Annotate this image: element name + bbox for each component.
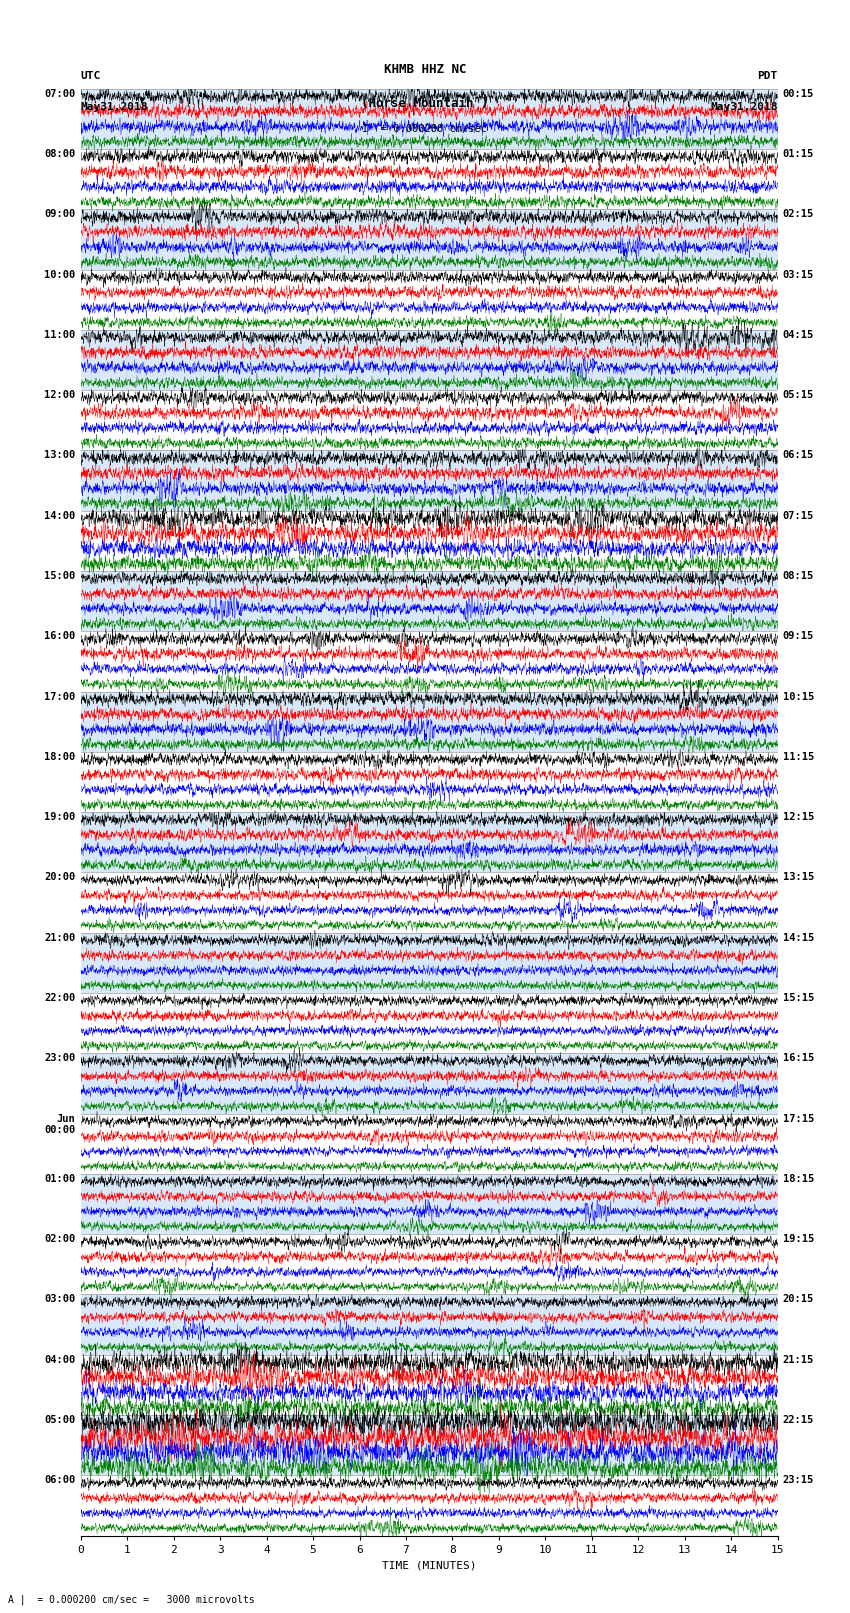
Text: 02:00: 02:00 xyxy=(44,1234,75,1244)
Text: 04:00: 04:00 xyxy=(44,1355,75,1365)
Text: 15:15: 15:15 xyxy=(783,994,814,1003)
Bar xyxy=(81,932,778,994)
Text: 14:15: 14:15 xyxy=(783,932,814,942)
Text: 12:15: 12:15 xyxy=(783,813,814,823)
Text: May31,2018: May31,2018 xyxy=(81,102,148,111)
Text: 09:15: 09:15 xyxy=(783,631,814,642)
Bar xyxy=(81,390,778,450)
Text: 08:15: 08:15 xyxy=(783,571,814,581)
Text: 16:00: 16:00 xyxy=(44,631,75,642)
Text: 01:00: 01:00 xyxy=(44,1174,75,1184)
Text: 19:00: 19:00 xyxy=(44,813,75,823)
Text: 15:00: 15:00 xyxy=(44,571,75,581)
Bar xyxy=(81,571,778,631)
Text: 17:00: 17:00 xyxy=(44,692,75,702)
Bar xyxy=(81,813,778,873)
Bar xyxy=(81,1113,778,1174)
Text: 04:15: 04:15 xyxy=(783,331,814,340)
Bar xyxy=(81,692,778,752)
Text: PDT: PDT xyxy=(757,71,778,81)
Text: 07:15: 07:15 xyxy=(783,511,814,521)
Text: 18:00: 18:00 xyxy=(44,752,75,761)
Text: 03:15: 03:15 xyxy=(783,269,814,279)
Text: 18:15: 18:15 xyxy=(783,1174,814,1184)
Text: 05:00: 05:00 xyxy=(44,1415,75,1424)
Bar xyxy=(81,752,778,813)
Bar xyxy=(81,631,778,692)
Bar xyxy=(81,1234,778,1294)
Bar xyxy=(81,269,778,331)
Text: 19:15: 19:15 xyxy=(783,1234,814,1244)
Text: 10:15: 10:15 xyxy=(783,692,814,702)
Bar xyxy=(81,1415,778,1476)
Text: 10:00: 10:00 xyxy=(44,269,75,279)
Bar xyxy=(81,1053,778,1113)
Bar xyxy=(81,511,778,571)
Bar xyxy=(81,89,778,148)
Bar xyxy=(81,873,778,932)
Text: 17:15: 17:15 xyxy=(783,1113,814,1124)
Text: (Horse Mountain ): (Horse Mountain ) xyxy=(361,97,489,110)
Text: 13:15: 13:15 xyxy=(783,873,814,882)
Text: KHMB HHZ NC: KHMB HHZ NC xyxy=(383,63,467,76)
Text: 11:00: 11:00 xyxy=(44,331,75,340)
Bar xyxy=(81,1355,778,1415)
Text: 12:00: 12:00 xyxy=(44,390,75,400)
Text: May31,2018: May31,2018 xyxy=(711,102,778,111)
Text: 08:00: 08:00 xyxy=(44,148,75,160)
Bar xyxy=(81,1476,778,1536)
Text: 01:15: 01:15 xyxy=(783,148,814,160)
Text: 00:15: 00:15 xyxy=(783,89,814,98)
Text: 06:00: 06:00 xyxy=(44,1476,75,1486)
Text: 21:00: 21:00 xyxy=(44,932,75,942)
Bar xyxy=(81,331,778,390)
Text: 06:15: 06:15 xyxy=(783,450,814,460)
Text: 03:00: 03:00 xyxy=(44,1294,75,1305)
Bar xyxy=(81,148,778,210)
Text: 20:15: 20:15 xyxy=(783,1294,814,1305)
Bar xyxy=(81,210,778,269)
Text: UTC: UTC xyxy=(81,71,101,81)
Text: 21:15: 21:15 xyxy=(783,1355,814,1365)
Text: A |  = 0.000200 cm/sec =   3000 microvolts: A | = 0.000200 cm/sec = 3000 microvolts xyxy=(8,1594,255,1605)
Bar xyxy=(81,1174,778,1234)
Text: 23:00: 23:00 xyxy=(44,1053,75,1063)
Text: 22:15: 22:15 xyxy=(783,1415,814,1424)
Bar xyxy=(81,1294,778,1355)
X-axis label: TIME (MINUTES): TIME (MINUTES) xyxy=(382,1560,477,1569)
Text: 13:00: 13:00 xyxy=(44,450,75,460)
Text: Jun
00:00: Jun 00:00 xyxy=(44,1113,75,1136)
Text: 16:15: 16:15 xyxy=(783,1053,814,1063)
Text: 05:15: 05:15 xyxy=(783,390,814,400)
Text: 23:15: 23:15 xyxy=(783,1476,814,1486)
Text: I  = 0.000200 cm/sec: I = 0.000200 cm/sec xyxy=(362,124,488,134)
Text: 14:00: 14:00 xyxy=(44,511,75,521)
Bar xyxy=(81,994,778,1053)
Text: 20:00: 20:00 xyxy=(44,873,75,882)
Bar xyxy=(81,450,778,511)
Text: 07:00: 07:00 xyxy=(44,89,75,98)
Text: 09:00: 09:00 xyxy=(44,210,75,219)
Text: 02:15: 02:15 xyxy=(783,210,814,219)
Text: 11:15: 11:15 xyxy=(783,752,814,761)
Text: 22:00: 22:00 xyxy=(44,994,75,1003)
